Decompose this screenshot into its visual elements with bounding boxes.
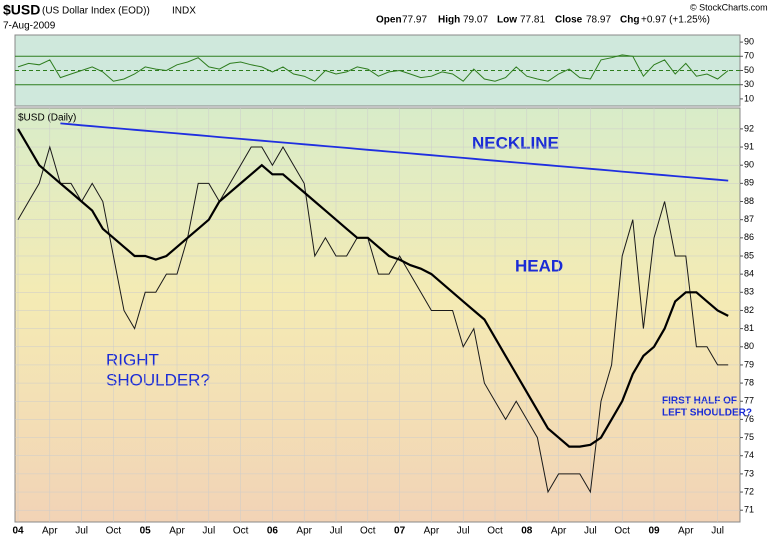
y-tick-label: 74 [744,450,754,460]
x-tick-label: Apr [424,526,440,537]
y-tick-label: 85 [744,250,754,260]
symbol: $USD [3,2,40,18]
quote-value: +0.97 (+1.25%) [641,15,710,26]
y-tick-label: 72 [744,486,754,496]
copyright: © StockCharts.com [690,2,768,12]
y-tick-label: 84 [744,269,754,279]
series-line [60,122,729,182]
y-tick-label: 71 [744,505,754,515]
y-tick-label: 75 [744,432,754,442]
price-panel [14,107,741,523]
series-line [17,128,729,448]
quote-label: Open [376,15,402,26]
y-tick-label: 82 [744,305,754,315]
x-tick-label: Jul [584,526,597,537]
x-tick-label: Oct [106,526,122,537]
quote-value: 77.81 [520,15,545,26]
x-tick-label: Oct [487,526,503,537]
quote-label: Low [497,15,517,26]
x-tick-label: Apr [169,526,185,537]
y-tick-label: 92 [744,123,754,133]
quote-value: 77.97 [402,15,427,26]
exchange: INDX [172,6,196,17]
y-tick-label: 81 [744,323,754,333]
quote-value: 79.07 [463,15,488,26]
x-tick-label: Apr [551,526,567,537]
y-tick-label: 86 [744,232,754,242]
annotation: RIGHT [106,350,159,369]
quote-value: 78.97 [586,15,611,26]
x-tick-label: 04 [12,526,24,537]
x-tick-label: Apr [42,526,58,537]
y-tick-label: 90 [744,36,754,46]
x-tick-label: 08 [521,526,533,537]
x-tick-label: Jul [75,526,88,537]
description: (US Dollar Index (EOD)) [42,6,150,17]
series-line [17,145,729,494]
y-tick-label: 90 [744,160,754,170]
x-tick-label: Jul [711,526,724,537]
x-tick-label: Oct [360,526,376,537]
series-line [17,54,729,82]
x-tick-label: 07 [394,526,406,537]
x-tick-label: Oct [614,526,630,537]
y-tick-label: 10 [744,93,754,103]
date: 7-Aug-2009 [3,21,56,32]
x-tick-label: 06 [267,526,279,537]
annotation: NECKLINE [472,133,559,152]
annotation: LEFT SHOULDER? [662,408,752,419]
price-label: $USD (Daily) [18,113,76,124]
x-tick-label: Jul [457,526,470,537]
y-tick-label: 83 [744,287,754,297]
y-tick-label: 76 [744,414,754,424]
y-tick-label: 88 [744,196,754,206]
y-tick-label: 89 [744,178,754,188]
y-tick-label: 30 [744,79,754,89]
y-tick-label: 78 [744,377,754,387]
y-tick-label: 50 [744,65,754,75]
x-tick-label: 05 [140,526,152,537]
y-tick-label: 87 [744,214,754,224]
quote-label: High [438,15,460,26]
x-tick-label: Oct [233,526,249,537]
annotation: HEAD [515,256,563,275]
quote-label: Chg [620,15,639,26]
y-tick-label: 80 [744,341,754,351]
x-tick-label: 09 [648,526,660,537]
x-tick-label: Apr [678,526,694,537]
annotation: SHOULDER? [106,370,210,389]
y-tick-label: 70 [744,51,754,61]
y-tick-label: 73 [744,468,754,478]
y-tick-label: 79 [744,359,754,369]
x-tick-label: Apr [296,526,312,537]
y-tick-label: 77 [744,396,754,406]
x-tick-label: Jul [202,526,215,537]
quote-label: Close [555,15,583,26]
y-tick-label: 91 [744,141,754,151]
x-tick-label: Jul [330,526,343,537]
